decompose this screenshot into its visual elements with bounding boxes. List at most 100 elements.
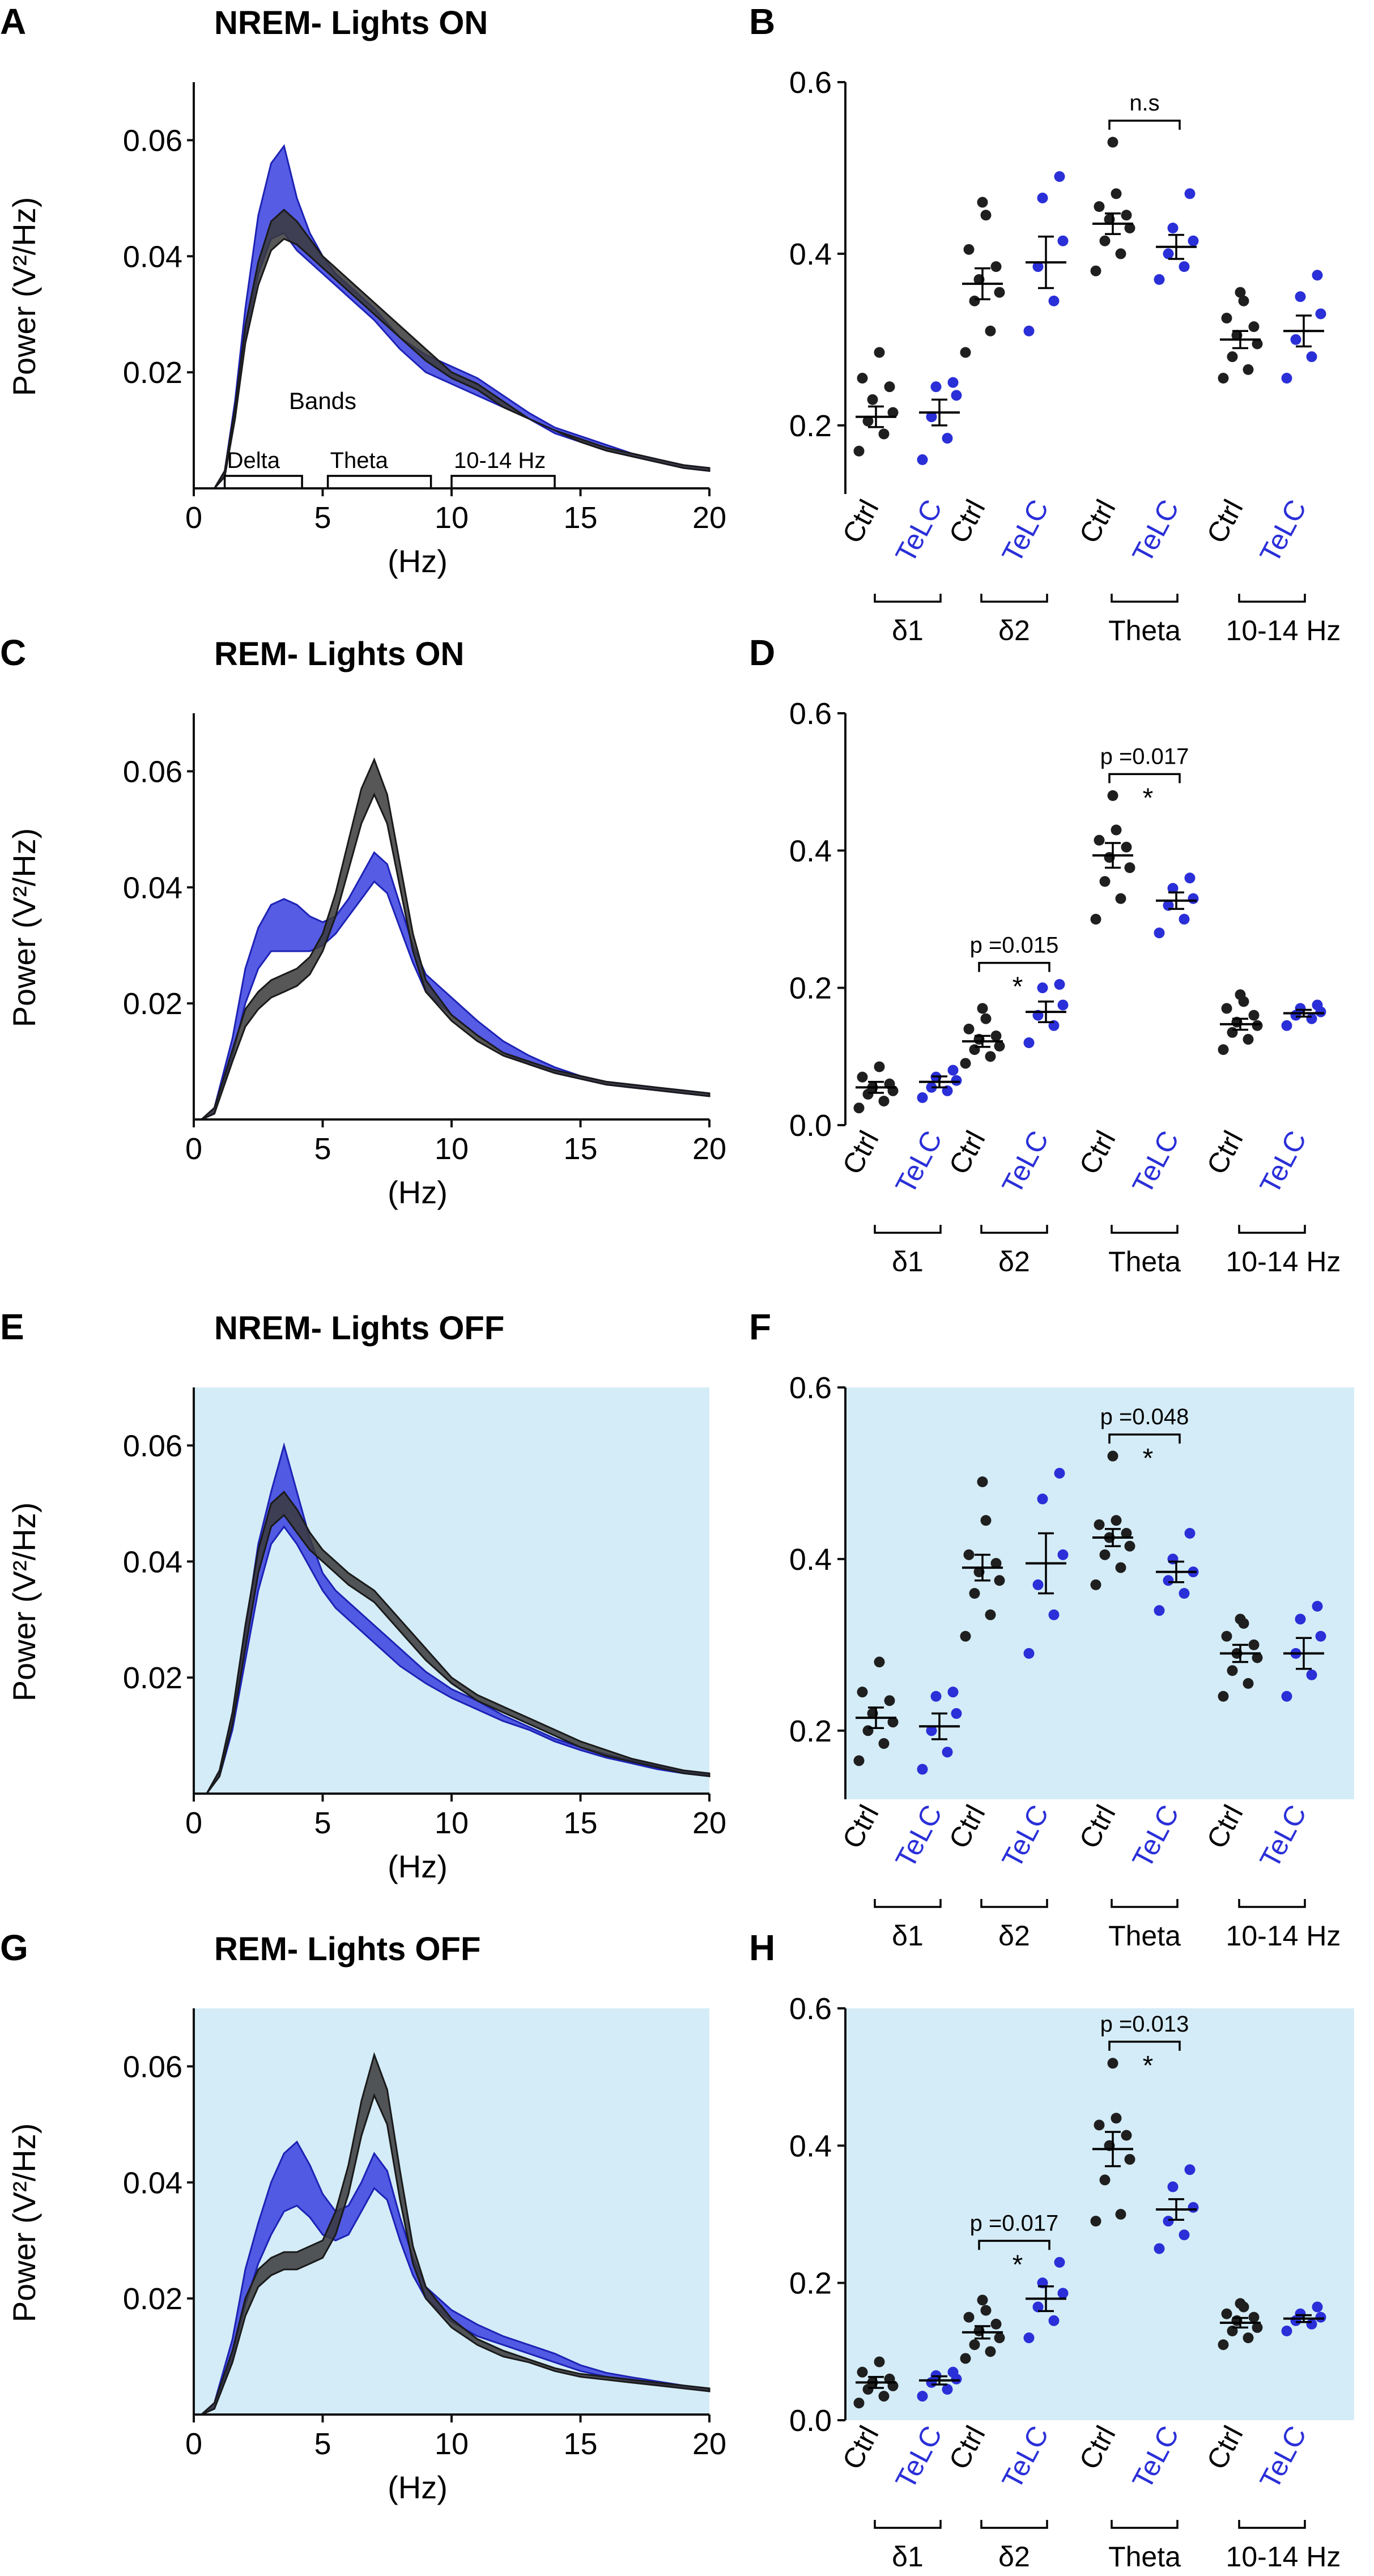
- data-point-telc: [1188, 235, 1199, 246]
- group-label-ctrl: Ctrl: [1073, 1800, 1122, 1854]
- group-label-telc: TeLC: [889, 1126, 948, 1199]
- data-point-telc: [1048, 1609, 1060, 1620]
- data-point-telc: [942, 1747, 953, 1758]
- series-band-ctrl: [214, 208, 711, 489]
- band-label: δ2: [998, 2541, 1030, 2573]
- data-point-ctrl: [977, 2294, 988, 2306]
- panel-letter: A: [0, 1, 26, 42]
- group-label-ctrl: Ctrl: [1201, 2421, 1249, 2475]
- data-point-telc: [1312, 270, 1323, 281]
- data-point-telc: [1179, 2229, 1190, 2241]
- data-point-ctrl: [1227, 1665, 1238, 1676]
- data-point-telc: [1057, 235, 1069, 246]
- significance-label: p =0.013: [1100, 2012, 1189, 2037]
- y-tick-label: 0.04: [123, 240, 182, 274]
- data-point-telc: [1281, 1691, 1292, 1702]
- data-point-ctrl: [1107, 790, 1118, 801]
- y-tick-label: 0.0: [789, 2404, 832, 2438]
- data-point-telc: [1184, 1527, 1196, 1539]
- data-point-ctrl: [1121, 841, 1132, 853]
- data-point-ctrl: [1124, 2154, 1135, 2165]
- data-point-ctrl: [1221, 313, 1232, 324]
- band-bracket: [874, 1899, 942, 1908]
- data-point-ctrl: [990, 1030, 1002, 1041]
- band-label: 10-14 Hz: [1226, 615, 1341, 646]
- data-point-ctrl: [994, 1041, 1005, 1052]
- data-point-ctrl: [1218, 1691, 1229, 1702]
- data-point-telc: [1167, 883, 1179, 894]
- data-point-ctrl: [874, 347, 885, 358]
- x-tick-label: 15: [563, 1806, 597, 1840]
- data-point-telc: [1184, 188, 1196, 199]
- data-point-ctrl: [960, 1058, 971, 1069]
- data-point-telc: [917, 1092, 928, 1104]
- significance-star: *: [1143, 1444, 1154, 1474]
- data-point-telc: [926, 411, 937, 423]
- data-point-telc: [1163, 1575, 1174, 1586]
- y-tick-label: 0.4: [789, 1543, 832, 1577]
- group-label-telc: TeLC: [1126, 1800, 1185, 1873]
- group-label-ctrl: Ctrl: [1201, 1800, 1249, 1854]
- data-point-telc: [1154, 1605, 1165, 1616]
- data-point-telc: [930, 1691, 942, 1702]
- data-point-telc: [947, 377, 959, 388]
- data-point-ctrl: [980, 2305, 992, 2316]
- data-point-ctrl: [1115, 2209, 1126, 2220]
- x-tick-label: 20: [692, 1132, 726, 1166]
- data-point-ctrl: [1094, 834, 1105, 846]
- group-label-telc: TeLC: [996, 495, 1054, 568]
- group-label-telc: TeLC: [889, 495, 948, 568]
- y-tick-label: 0.6: [789, 697, 832, 731]
- x-axis-label: (Hz): [388, 1174, 448, 1210]
- significance-label: p =0.015: [970, 933, 1059, 958]
- data-point-telc: [1281, 373, 1292, 384]
- data-point-ctrl: [960, 1630, 971, 1642]
- panel-letter: F: [749, 1306, 771, 1347]
- significance-star: *: [1143, 2051, 1154, 2081]
- data-point-telc: [1306, 1669, 1317, 1680]
- data-point-ctrl: [862, 1725, 874, 1736]
- data-point-ctrl: [963, 2311, 975, 2323]
- band-bracket: [223, 475, 303, 487]
- group-label-telc: TeLC: [996, 1800, 1054, 1873]
- panel-g: G REM- Lights OFF 0.02 0.04 0.06 0 5 10 15 20 (Hz)…: [0, 1927, 726, 2505]
- y-tick-label: 0.04: [123, 2166, 182, 2200]
- data-point-telc: [1184, 872, 1196, 884]
- data-point-ctrl: [1235, 1613, 1246, 1625]
- panel-c: C REM- Lights ON 0.02 0.04 0.06 0 5 10 15 20 (Hz) P…: [0, 632, 726, 1210]
- x-tick-label: 0: [185, 2427, 202, 2461]
- data-point-ctrl: [1124, 222, 1135, 233]
- band-bracket: [1111, 1225, 1179, 1234]
- significance-star: *: [1013, 2250, 1023, 2280]
- data-point-ctrl: [1238, 295, 1249, 306]
- band-bracket: [980, 1899, 1048, 1908]
- data-point-telc: [1312, 999, 1323, 1011]
- data-point-telc: [1315, 2311, 1326, 2323]
- significance-bracket: [978, 961, 1050, 972]
- data-point-telc: [1281, 1020, 1292, 1031]
- significance-star: *: [1013, 972, 1023, 1002]
- data-point-telc: [1054, 171, 1065, 182]
- x-tick-label: 10: [435, 1132, 469, 1166]
- data-point-ctrl: [969, 1044, 980, 1055]
- data-point-ctrl: [980, 1515, 992, 1526]
- band-label: δ1: [892, 1246, 924, 1278]
- lights-off-background: [845, 1387, 1354, 1799]
- x-tick-label: 5: [314, 1132, 331, 1166]
- data-point-telc: [917, 2391, 928, 2402]
- data-point-ctrl: [994, 2332, 1005, 2344]
- data-point-ctrl: [1124, 1540, 1135, 1552]
- band-label: δ2: [998, 1920, 1030, 1952]
- data-point-ctrl: [963, 244, 975, 255]
- data-point-telc: [1032, 261, 1044, 272]
- data-point-ctrl: [980, 1013, 992, 1024]
- group-label-telc: TeLC: [889, 2421, 948, 2494]
- data-point-telc: [1315, 1630, 1326, 1642]
- x-tick-label: 15: [563, 501, 597, 535]
- series-band-ctrl: [201, 757, 711, 1121]
- data-point-telc: [1048, 295, 1060, 306]
- data-point-telc: [1184, 2164, 1196, 2175]
- data-point-telc: [951, 390, 962, 401]
